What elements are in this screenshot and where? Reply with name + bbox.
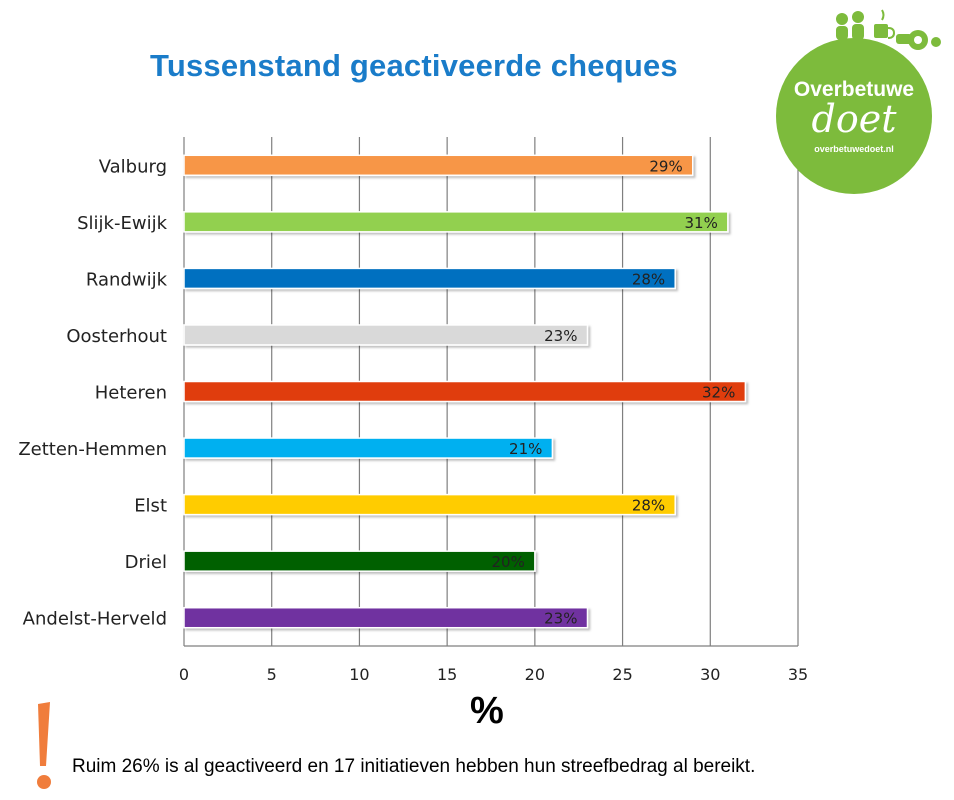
- bar-slijk-ewijk: [183, 211, 729, 233]
- overbetuwe-doet-logo: Overbetuwe doet overbetuwedoet.nl: [776, 9, 941, 194]
- logo-circle: [776, 38, 932, 194]
- people-icon: [836, 9, 941, 50]
- bar-andelst-herveld: [183, 606, 589, 629]
- x-tick-label-35: 35: [788, 665, 808, 684]
- footnote-text: Ruim 26% is al geactiveerd en 17 initiat…: [72, 756, 756, 777]
- data-label-oosterhout: 23%: [544, 327, 577, 345]
- data-label-andelst-herveld: 23%: [544, 610, 577, 628]
- data-label-zetten-hemmen: 21%: [509, 440, 542, 458]
- bar-valburg: [183, 154, 694, 177]
- data-label-slijk-ewijk: 31%: [684, 214, 717, 232]
- category-label-slijk-ewijk: Slijk-Ewijk: [77, 213, 167, 234]
- x-tick-label-0: 0: [179, 665, 189, 684]
- bar-randwijk: [183, 267, 676, 290]
- category-label-valburg: Valburg: [99, 156, 167, 177]
- category-label-driel: Driel: [125, 552, 167, 573]
- category-label-heteren: Heteren: [95, 383, 167, 404]
- category-label-elst: Elst: [134, 496, 167, 517]
- category-label-oosterhout: Oosterhout: [66, 326, 167, 347]
- x-tick-label-20: 20: [525, 665, 545, 684]
- bar-driel: [183, 550, 536, 572]
- data-label-elst: 28%: [632, 497, 665, 515]
- x-axis-label: %: [470, 690, 504, 732]
- x-tick-label-5: 5: [267, 665, 277, 684]
- x-tick-label-25: 25: [612, 665, 632, 684]
- category-label-randwijk: Randwijk: [86, 269, 168, 290]
- logo-line1: Overbetuwe: [794, 78, 914, 101]
- data-label-driel: 20%: [492, 553, 525, 571]
- data-label-heteren: 32%: [702, 384, 735, 402]
- bar-elst: [183, 493, 676, 516]
- x-tick-label-30: 30: [700, 665, 720, 684]
- logo-line2: doet: [812, 97, 898, 141]
- x-tick-label-10: 10: [349, 665, 369, 684]
- x-tick-label-15: 15: [437, 665, 457, 684]
- chart-title: Tussenstand geactiveerde cheques: [150, 48, 678, 83]
- data-label-valburg: 29%: [649, 157, 682, 175]
- bar-heteren: [183, 380, 747, 403]
- category-label-zetten-hemmen: Zetten-Hemmen: [18, 439, 167, 460]
- bar-oosterhout: [183, 324, 589, 346]
- data-label-randwijk: 28%: [632, 270, 665, 288]
- bar-zetten-hemmen: [183, 437, 554, 459]
- exclamation-icon: [37, 702, 51, 789]
- logo-url: overbetuwedoet.nl: [814, 144, 894, 154]
- category-label-andelst-herveld: Andelst-Herveld: [23, 609, 167, 630]
